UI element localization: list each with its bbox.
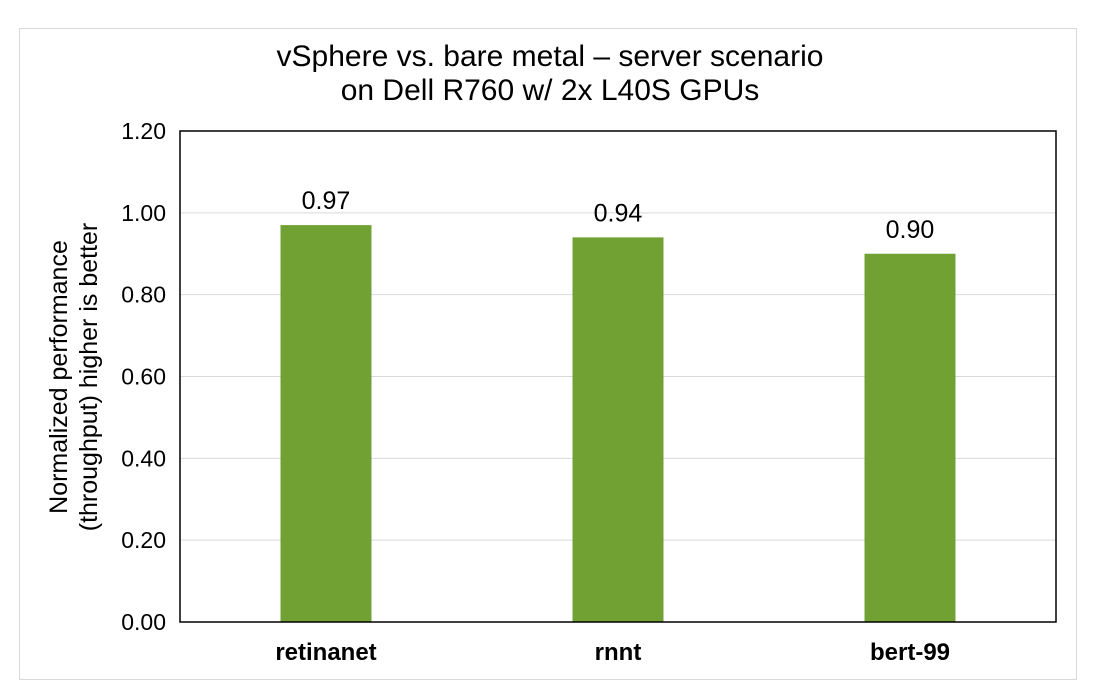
y-tick-label: 0.40	[121, 445, 166, 471]
y-tick-label: 0.20	[121, 527, 166, 553]
bar-bert-99	[864, 253, 956, 622]
bar-retinanet	[280, 225, 372, 622]
plot-area-border	[179, 130, 1057, 623]
data-label-bert-99: 0.90	[886, 216, 935, 244]
y-axis-label-line-1: Normalized performance	[45, 240, 73, 514]
bars	[280, 225, 956, 622]
x-tick-label-rnnt: rnnt	[595, 639, 642, 666]
y-tick-label: 1.20	[121, 118, 166, 144]
data-label-retinanet: 0.97	[302, 187, 351, 215]
chart-title-line-2: on Dell R760 w/ 2x L40S GPUs	[340, 74, 760, 107]
chart-title-line-1: vSphere vs. bare metal – server scenario	[276, 40, 824, 73]
y-tick-label: 0.00	[121, 609, 166, 635]
x-tick-label-retinanet: retinanet	[275, 639, 376, 666]
bar-rnnt	[572, 237, 664, 622]
x-tick-labels: retinanet rnnt bert-99	[275, 639, 950, 666]
y-tick-label: 0.80	[121, 282, 166, 308]
y-tick-labels: 0.00 0.20 0.40 0.60 0.80 1.00 1.20	[121, 118, 166, 635]
y-axis-label-line-2: (throughput) higher is better	[75, 223, 103, 532]
x-tick-label-bert-99: bert-99	[870, 639, 950, 666]
y-tick-label: 1.00	[121, 200, 166, 226]
data-labels: 0.97 0.94 0.90	[302, 187, 935, 244]
data-label-rnnt: 0.94	[594, 199, 643, 227]
y-tick-label: 0.60	[121, 364, 166, 390]
